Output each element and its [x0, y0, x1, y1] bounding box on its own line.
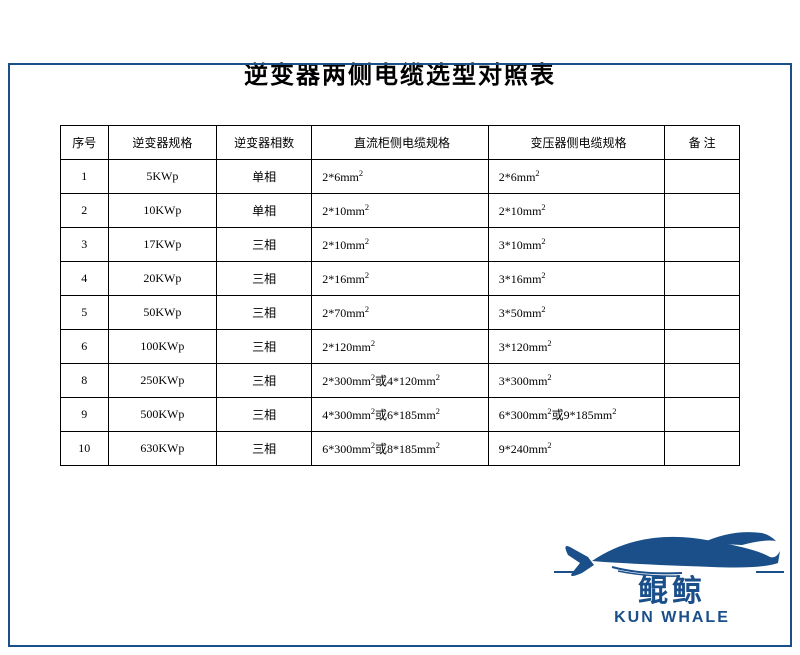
page-frame — [8, 63, 792, 647]
